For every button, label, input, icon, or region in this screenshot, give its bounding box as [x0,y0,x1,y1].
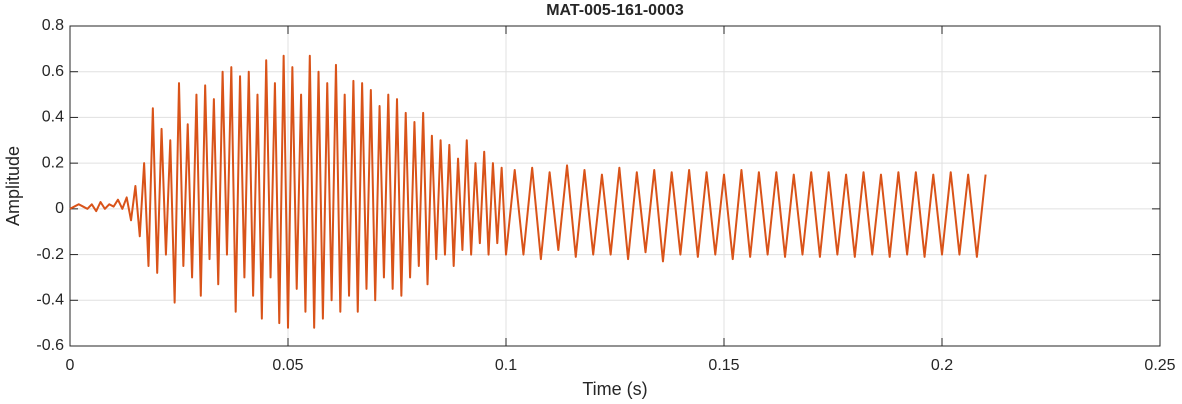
plot-frame [69,25,1161,347]
y-tick-label: 0.6 [42,63,64,80]
x-tick-label: 0.15 [708,357,739,374]
waveform-line [69,54,987,329]
y-axis-label: Amplitude [3,146,23,226]
y-tick-label: 0.2 [42,154,64,171]
y-tick-label: -0.2 [36,246,64,263]
y-tick-label: -0.6 [36,337,64,354]
x-axis-label: Time (s) [582,379,647,399]
x-tick-label: 0.1 [495,357,517,374]
y-tick-label: 0.4 [42,109,64,126]
y-tick-label: 0 [55,200,64,217]
x-tick-label: 0.05 [272,357,303,374]
x-tick-label: 0 [66,357,75,374]
x-tick-label: 0.25 [1144,357,1175,374]
x-tick-label: 0.2 [931,357,953,374]
y-tick-label: -0.4 [36,292,64,309]
chart-title: MAT-005-161-0003 [546,2,684,19]
y-tick-label: 0.8 [42,17,64,34]
